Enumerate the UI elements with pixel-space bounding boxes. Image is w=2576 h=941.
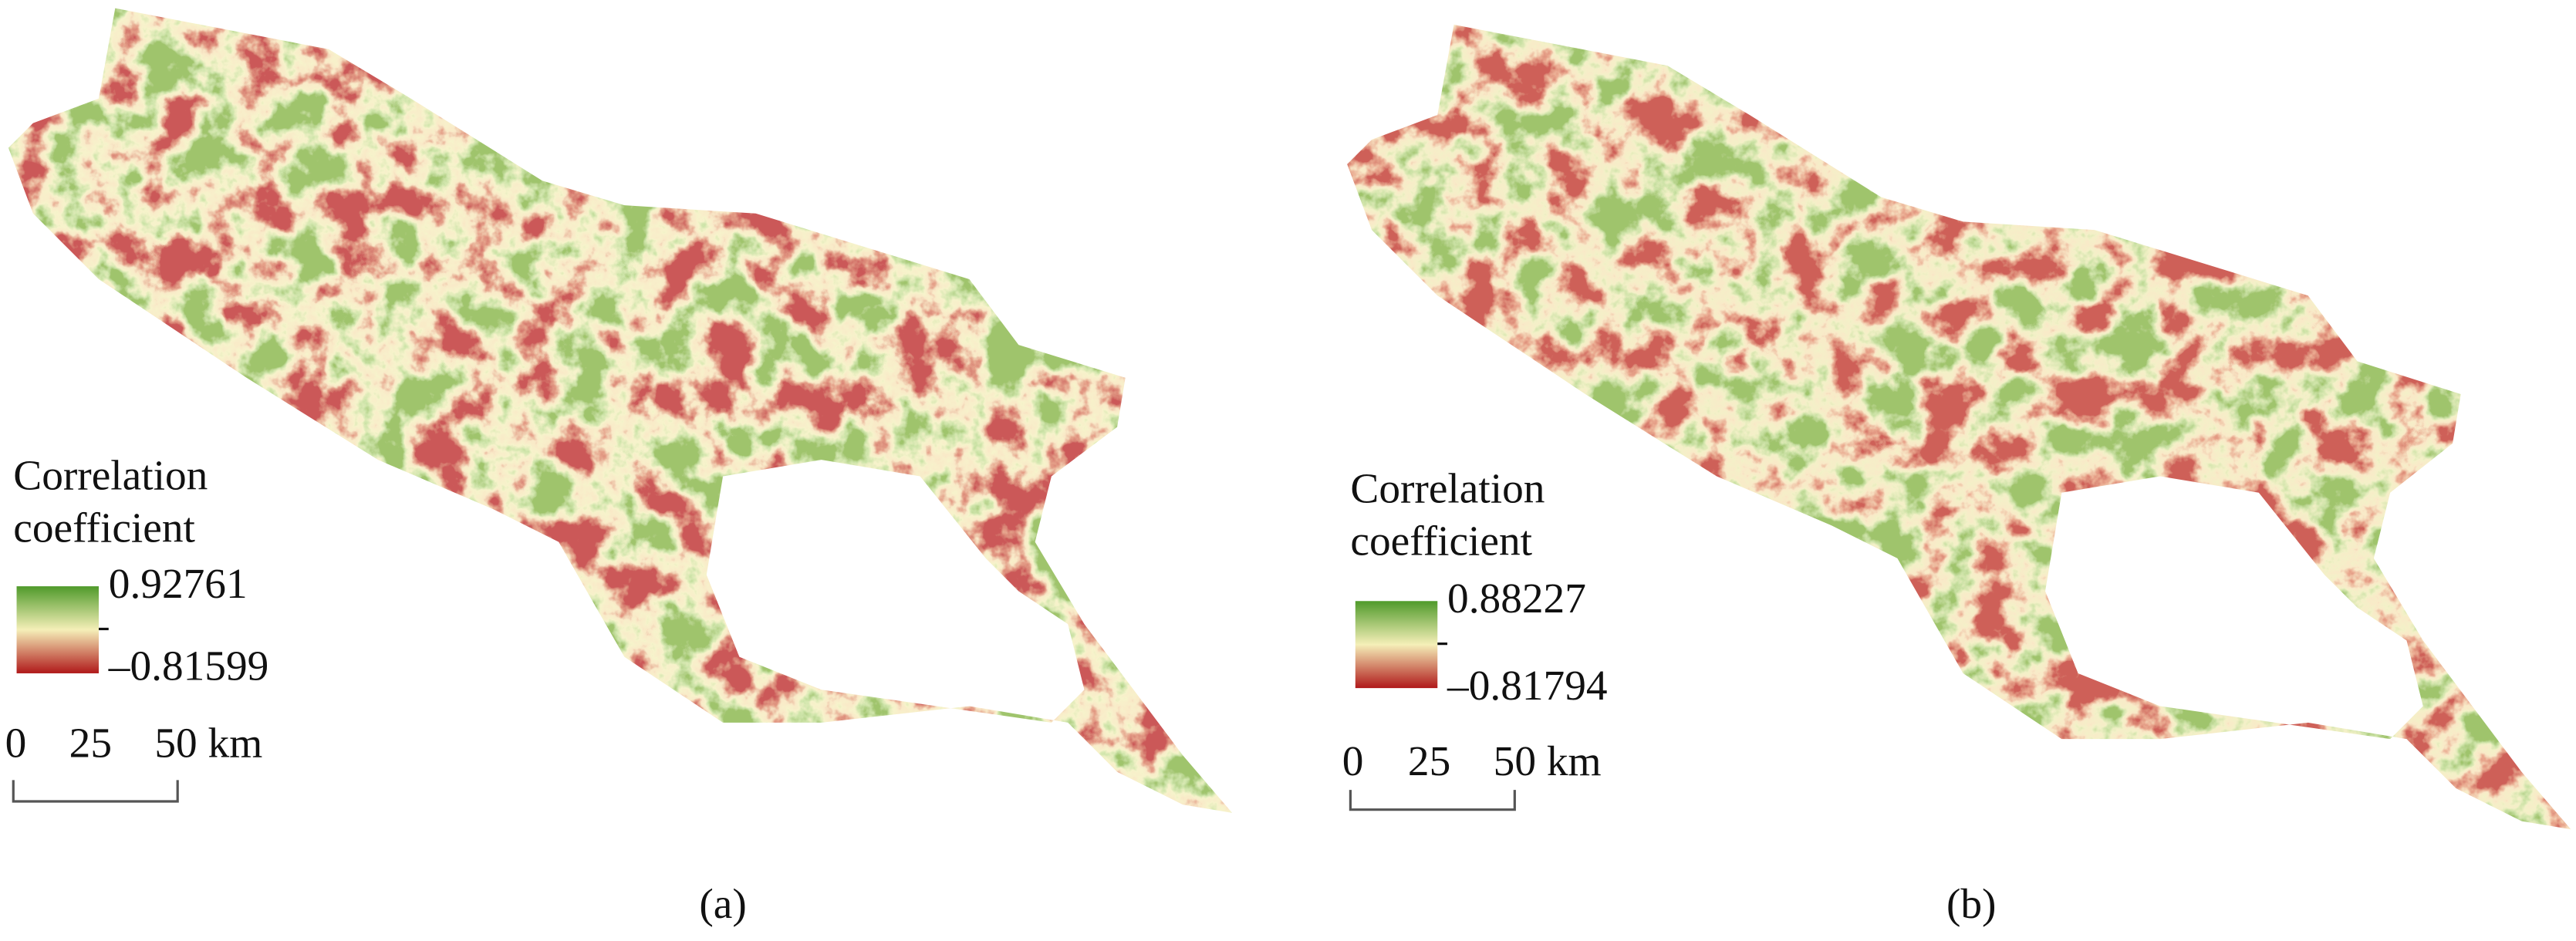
legend-ramp [1355, 601, 1438, 689]
scale-label: 25 [1408, 737, 1450, 784]
legend-ramp [16, 586, 99, 673]
caption: (a) [699, 880, 746, 927]
scale-label: 50 km [154, 719, 262, 766]
legend-title: Correlation [13, 451, 208, 498]
legend-min: –0.81599 [108, 642, 269, 689]
scale-bar [1349, 790, 1516, 811]
legend-title: Correlation [1350, 464, 1545, 511]
legend-max: 0.92761 [109, 560, 248, 607]
panel-a: Correlation coefficient 0.92761 –0.81599… [5, 8, 1233, 927]
legend-min: –0.81794 [1447, 662, 1608, 709]
scale-label: 0 [1342, 737, 1364, 784]
scale-label: 0 [5, 719, 27, 766]
legend-title: coefficient [1350, 518, 1532, 565]
map-region [1347, 24, 2571, 830]
scale-label: 25 [69, 719, 112, 766]
scale-bar [12, 780, 179, 803]
legend-max: 0.88227 [1447, 575, 1586, 622]
caption: (b) [1946, 880, 1997, 927]
panel-b: Correlation coefficient 0.88227 –0.81794… [1342, 24, 2571, 927]
legend-title: coefficient [13, 504, 195, 551]
map-region [8, 8, 1233, 813]
scale-label: 50 km [1494, 737, 1602, 784]
